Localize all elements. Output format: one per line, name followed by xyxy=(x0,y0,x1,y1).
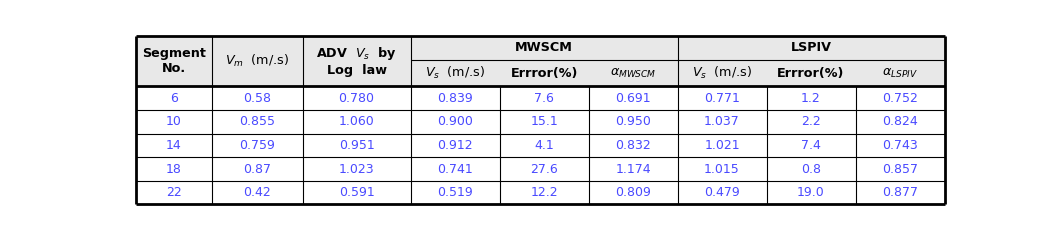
Text: 0.900: 0.900 xyxy=(437,115,473,128)
Bar xyxy=(136,110,944,134)
Text: 0.855: 0.855 xyxy=(239,115,275,128)
Text: 0.912: 0.912 xyxy=(437,139,473,152)
Text: $V_m$  (m/.s): $V_m$ (m/.s) xyxy=(226,53,289,69)
Text: $\alpha_{MWSCM}$: $\alpha_{MWSCM}$ xyxy=(610,66,657,80)
Text: 0.780: 0.780 xyxy=(338,92,374,105)
Text: 0.809: 0.809 xyxy=(616,186,651,199)
Text: 6: 6 xyxy=(170,92,178,105)
Text: 1.021: 1.021 xyxy=(704,139,740,152)
Text: 1.023: 1.023 xyxy=(338,163,374,176)
Text: 15.1: 15.1 xyxy=(530,115,558,128)
Text: 0.832: 0.832 xyxy=(616,139,651,152)
Text: 0.691: 0.691 xyxy=(616,92,651,105)
Text: Segment
No.: Segment No. xyxy=(142,47,206,75)
Text: $V_s$  (m/.s): $V_s$ (m/.s) xyxy=(425,65,485,81)
Text: 0.8: 0.8 xyxy=(801,163,821,176)
Text: 0.752: 0.752 xyxy=(882,92,918,105)
Bar xyxy=(136,36,944,86)
Text: 14: 14 xyxy=(165,139,181,152)
Text: 0.951: 0.951 xyxy=(338,139,374,152)
Text: 0.771: 0.771 xyxy=(704,92,740,105)
Text: 0.839: 0.839 xyxy=(437,92,473,105)
Text: 0.591: 0.591 xyxy=(338,186,374,199)
Text: 0.877: 0.877 xyxy=(882,186,918,199)
Text: 1.015: 1.015 xyxy=(704,163,740,176)
Text: 0.950: 0.950 xyxy=(616,115,651,128)
Text: $\alpha_{LSPIV}$: $\alpha_{LSPIV}$ xyxy=(882,66,918,80)
Text: Errror(%): Errror(%) xyxy=(778,67,844,79)
Text: 1.060: 1.060 xyxy=(338,115,374,128)
Text: 0.479: 0.479 xyxy=(704,186,740,199)
Text: 1.174: 1.174 xyxy=(616,163,651,176)
Bar xyxy=(136,157,944,181)
Text: 27.6: 27.6 xyxy=(530,163,558,176)
Text: ADV  $V_s$  by
Log  law: ADV $V_s$ by Log law xyxy=(316,45,397,77)
Text: 10: 10 xyxy=(165,115,181,128)
Text: 1.037: 1.037 xyxy=(704,115,740,128)
Text: 12.2: 12.2 xyxy=(530,186,558,199)
Text: $V_s$  (m/.s): $V_s$ (m/.s) xyxy=(692,65,753,81)
Text: 0.743: 0.743 xyxy=(882,139,918,152)
Text: 0.824: 0.824 xyxy=(882,115,918,128)
Text: 0.87: 0.87 xyxy=(243,163,271,176)
Text: 2.2: 2.2 xyxy=(801,115,821,128)
Text: 7.4: 7.4 xyxy=(801,139,821,152)
Text: 1.2: 1.2 xyxy=(801,92,821,105)
Bar xyxy=(136,86,944,110)
Text: 0.42: 0.42 xyxy=(243,186,271,199)
Bar xyxy=(136,134,944,157)
Bar xyxy=(136,181,944,204)
Text: 0.58: 0.58 xyxy=(243,92,271,105)
Text: 0.857: 0.857 xyxy=(882,163,918,176)
Text: 4.1: 4.1 xyxy=(534,139,554,152)
Text: MWSCM: MWSCM xyxy=(515,41,573,54)
Text: 0.759: 0.759 xyxy=(239,139,275,152)
Text: 22: 22 xyxy=(165,186,181,199)
Text: 19.0: 19.0 xyxy=(797,186,825,199)
Text: 18: 18 xyxy=(165,163,181,176)
Text: LSPIV: LSPIV xyxy=(790,41,832,54)
Text: Errror(%): Errror(%) xyxy=(510,67,578,79)
Text: 7.6: 7.6 xyxy=(534,92,554,105)
Text: 0.741: 0.741 xyxy=(437,163,473,176)
Text: 0.519: 0.519 xyxy=(437,186,473,199)
